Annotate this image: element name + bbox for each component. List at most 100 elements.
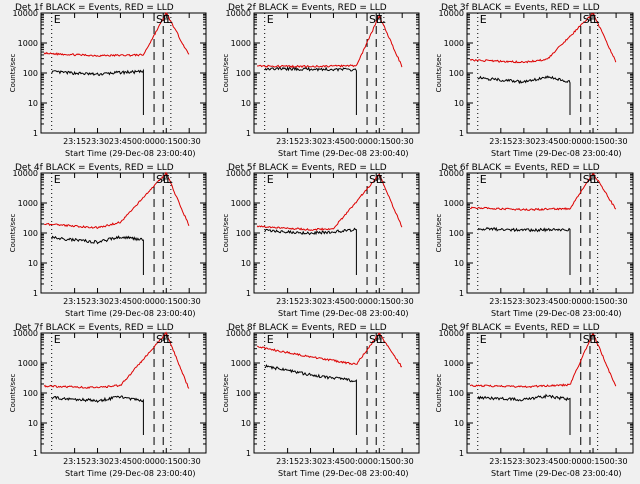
x-tick-label: 23:15 bbox=[489, 457, 512, 466]
x-tick-label: 00:15 bbox=[155, 457, 178, 466]
plot-title: Det 1f BLACK = Events, RED = LLD bbox=[15, 3, 174, 13]
x-tick-label: 00:30 bbox=[391, 137, 414, 146]
y-tick-label: 10 bbox=[241, 99, 251, 108]
y-tick-label: 1 bbox=[33, 449, 38, 458]
plot-title: Det 2f BLACK = Events, RED = LLD bbox=[228, 3, 387, 13]
x-axis-label: Start Time (29-Dec-08 23:00:40) bbox=[491, 309, 622, 318]
plot-frame bbox=[253, 12, 420, 134]
events-series-line bbox=[477, 75, 571, 115]
y-tick-label: 1000 bbox=[18, 199, 38, 208]
y-tick-label: 1000 bbox=[444, 199, 464, 208]
events-series-line bbox=[477, 226, 571, 275]
y-axis-label: Counts/sec bbox=[9, 54, 17, 93]
x-tick-label: 23:15 bbox=[489, 137, 512, 146]
x-tick-label: 00:00 bbox=[132, 297, 155, 306]
x-tick-label: 23:15 bbox=[489, 297, 512, 306]
x-tick-label: 23:45 bbox=[109, 137, 132, 146]
y-tick-label: 10 bbox=[454, 99, 464, 108]
y-tick-label: 1 bbox=[459, 129, 464, 138]
detector-plot-6: Det 6f BLACK = Events, RED = LLD 1 10 100 10… bbox=[435, 163, 634, 318]
plot-frame bbox=[253, 172, 420, 294]
lld-series-line bbox=[469, 13, 617, 64]
time-marker-label: L bbox=[166, 173, 173, 186]
time-marker-label: L bbox=[379, 13, 386, 26]
x-axis-label: Start Time (29-Dec-08 23:00:40) bbox=[278, 309, 409, 318]
time-marker-label: E bbox=[376, 173, 383, 186]
x-tick-label: 23:15 bbox=[63, 297, 86, 306]
time-marker-label: E bbox=[376, 13, 383, 26]
y-tick-label: 1000 bbox=[231, 199, 251, 208]
x-tick-label: 23:45 bbox=[535, 297, 558, 306]
x-tick-label: 23:30 bbox=[512, 137, 535, 146]
lld-series-line bbox=[256, 173, 403, 232]
y-tick-label: 1 bbox=[33, 289, 38, 298]
time-marker-label: L bbox=[379, 333, 386, 346]
x-axis-label: Start Time (29-Dec-08 23:00:40) bbox=[278, 149, 409, 158]
plot-frame bbox=[466, 12, 634, 134]
x-tick-label: 00:15 bbox=[368, 457, 391, 466]
x-tick-label: 23:15 bbox=[276, 297, 299, 306]
time-marker-label: L bbox=[593, 173, 600, 186]
lld-series-line bbox=[44, 171, 190, 230]
y-axis-label: Counts/sec bbox=[9, 214, 17, 253]
y-tick-label: 1000 bbox=[444, 39, 464, 48]
time-marker-label: L bbox=[166, 333, 173, 346]
detector-plot-7: Det 7f BLACK = Events, RED = LLD 1 10 100 10… bbox=[9, 323, 207, 478]
x-axis-label: Start Time (29-Dec-08 23:00:40) bbox=[491, 469, 622, 478]
x-tick-label: 23:45 bbox=[322, 297, 345, 306]
x-tick-label: 00:30 bbox=[605, 457, 628, 466]
y-tick-label: 100 bbox=[449, 69, 464, 78]
time-marker-label: E bbox=[267, 13, 274, 26]
x-axis-label: Start Time (29-Dec-08 23:00:40) bbox=[491, 149, 622, 158]
x-tick-label: 00:30 bbox=[605, 297, 628, 306]
x-tick-label: 23:45 bbox=[109, 297, 132, 306]
detector-plot-5: Det 5f BLACK = Events, RED = LLD 1 10 100 10… bbox=[222, 163, 420, 318]
y-tick-label: 1 bbox=[459, 289, 464, 298]
plot-frame bbox=[40, 332, 207, 454]
time-marker-label: L bbox=[593, 333, 600, 346]
x-tick-label: 00:30 bbox=[178, 457, 201, 466]
x-tick-label: 00:15 bbox=[368, 137, 391, 146]
x-tick-label: 00:00 bbox=[345, 457, 368, 466]
x-tick-label: 00:00 bbox=[345, 297, 368, 306]
x-tick-label: 23:30 bbox=[86, 297, 109, 306]
time-marker-label: E bbox=[163, 333, 170, 346]
time-marker-label: L bbox=[166, 13, 173, 26]
x-tick-label: 23:45 bbox=[535, 457, 558, 466]
time-marker-label: E bbox=[54, 173, 61, 186]
y-tick-label: 10000 bbox=[13, 9, 38, 18]
x-tick-label: 00:30 bbox=[391, 457, 414, 466]
y-tick-label: 10000 bbox=[439, 169, 464, 178]
time-marker-label: E bbox=[267, 333, 274, 346]
y-tick-label: 10 bbox=[28, 419, 38, 428]
y-tick-label: 10 bbox=[241, 259, 251, 268]
x-tick-label: 00:30 bbox=[178, 297, 201, 306]
y-tick-label: 10000 bbox=[226, 9, 251, 18]
plot-title: Det 7f BLACK = Events, RED = LLD bbox=[15, 323, 174, 333]
y-tick-label: 100 bbox=[236, 229, 251, 238]
y-tick-label: 10000 bbox=[226, 329, 251, 338]
time-marker-label: E bbox=[163, 13, 170, 26]
time-marker-label: S bbox=[583, 13, 590, 26]
y-tick-label: 1 bbox=[33, 129, 38, 138]
x-tick-label: 00:15 bbox=[582, 297, 605, 306]
x-axis-label: Start Time (29-Dec-08 23:00:40) bbox=[65, 149, 196, 158]
x-tick-label: 23:45 bbox=[535, 137, 558, 146]
time-marker-label: E bbox=[589, 173, 596, 186]
x-tick-label: 23:30 bbox=[299, 457, 322, 466]
x-tick-label: 00:15 bbox=[155, 137, 178, 146]
time-marker-label: L bbox=[593, 13, 600, 26]
time-marker-label: E bbox=[163, 173, 170, 186]
x-axis-label: Start Time (29-Dec-08 23:00:40) bbox=[65, 309, 196, 318]
y-tick-label: 10000 bbox=[13, 169, 38, 178]
x-tick-label: 00:30 bbox=[178, 137, 201, 146]
time-marker-label: S bbox=[369, 173, 376, 186]
y-tick-label: 10 bbox=[454, 259, 464, 268]
lld-series-line bbox=[256, 332, 402, 368]
x-axis-label: Start Time (29-Dec-08 23:00:40) bbox=[65, 469, 196, 478]
x-tick-label: 23:30 bbox=[299, 297, 322, 306]
y-tick-label: 10 bbox=[28, 259, 38, 268]
x-tick-label: 00:00 bbox=[132, 457, 155, 466]
x-tick-label: 23:30 bbox=[86, 457, 109, 466]
